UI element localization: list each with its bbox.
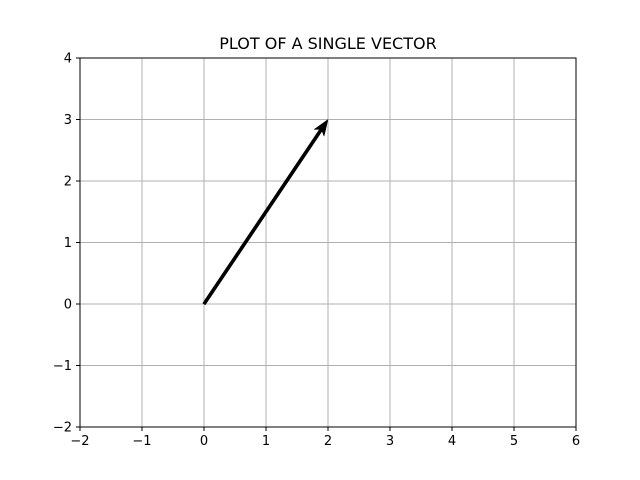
x-tick-label: 1	[262, 434, 270, 449]
y-tick-label: 3	[64, 113, 72, 128]
vector-layer	[202, 118, 329, 306]
x-tick-label: 3	[386, 434, 394, 449]
x-tick-label: −1	[132, 434, 151, 449]
y-tick-label: 0	[64, 298, 72, 313]
y-tick-label: 4	[64, 52, 72, 67]
grid	[79, 57, 577, 428]
chart-title: PLOT OF A SINGLE VECTOR	[219, 34, 436, 53]
x-tick-label: 4	[448, 434, 456, 449]
y-tick-label: −1	[53, 359, 72, 374]
axis-ticks: −2 −1 0 1 2 3 4 5 6 −2 −1 0 1 2 3 4	[53, 52, 580, 450]
y-tick-label: −2	[53, 421, 72, 436]
x-tick-label: 2	[324, 434, 332, 449]
y-tick-label: 2	[64, 175, 72, 190]
x-tick-label: 0	[200, 434, 208, 449]
x-tick-label: 5	[510, 434, 518, 449]
y-tick-label: 1	[64, 236, 72, 251]
x-tick-label: −2	[70, 434, 89, 449]
x-tick-label: 6	[572, 434, 580, 449]
vector-arrow	[202, 118, 329, 306]
